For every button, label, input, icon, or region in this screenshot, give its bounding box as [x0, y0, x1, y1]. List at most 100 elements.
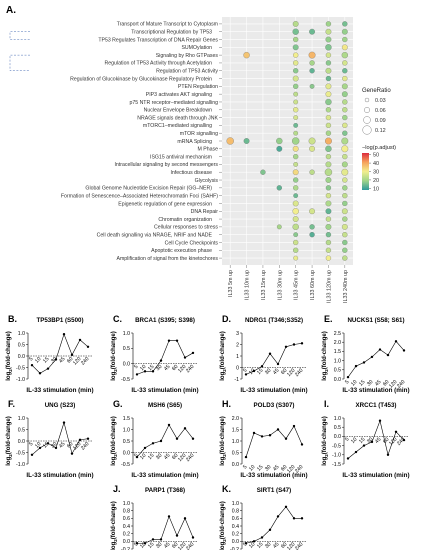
series-line — [31, 333, 89, 374]
y-tick-label: 1.0 — [232, 439, 239, 445]
data-point — [268, 352, 272, 355]
y-tick-label: 1.0 — [18, 416, 25, 422]
dotplot-dot — [243, 138, 250, 144]
x-tick-label: 5 — [242, 541, 248, 547]
dotplot-dot — [309, 169, 315, 175]
y-axis-label-sub: 2 — [222, 454, 227, 457]
dotplot-dot — [341, 168, 349, 176]
dotplot-dot — [293, 130, 299, 136]
y-tick-label: -0.5 — [16, 450, 25, 456]
data-point — [244, 542, 248, 545]
dotplot-dot — [293, 185, 299, 191]
series-line — [245, 425, 303, 458]
pathway-label: Glycolysis — [195, 178, 219, 184]
condition-label: IL33 240m up — [343, 270, 349, 303]
x-tick-label: 45 — [163, 453, 171, 461]
y-axis-label-rest: (fold-change) — [322, 416, 328, 454]
dotplot-dot — [325, 122, 332, 129]
x-tick-label: 5 — [344, 379, 350, 385]
data-point — [38, 446, 42, 450]
data-point — [300, 342, 304, 345]
dotplot-dot — [342, 75, 348, 82]
x-axis-label: IL-33 stimulation (min) — [342, 472, 409, 479]
pathway-label: Cell Cycle Checkpoints — [165, 240, 219, 246]
y-axis-label-sub: 2 — [113, 454, 118, 457]
y-axis-label-rest: (fold-change) — [111, 501, 117, 539]
dotplot-dot — [342, 255, 348, 261]
x-tick-label: 10 — [248, 464, 256, 472]
x-tick-label: 45 — [58, 441, 66, 449]
y-tick-label: -0.5 — [121, 462, 130, 468]
y-axis-label-base: log — [6, 456, 12, 465]
x-tick-label: 120 — [286, 464, 296, 474]
pathway-label: mTORC1–mediated signalling — [143, 123, 212, 129]
x-tick-label: 120 — [72, 441, 82, 451]
dotplot-dot — [342, 153, 348, 160]
series-line — [136, 424, 194, 458]
dotplot-dot — [342, 36, 348, 43]
dotplot-dot — [325, 75, 332, 82]
pathway-label: TP53 Regulates Transcription of DNA Repa… — [98, 37, 218, 43]
x-tick-label: 30 — [366, 436, 374, 444]
series-line — [347, 340, 405, 378]
x-tick-label: 240 — [185, 453, 195, 463]
dotplot-dot — [342, 21, 348, 27]
x-tick-label: 120 — [286, 541, 296, 550]
x-tick-label: 5 — [242, 464, 248, 470]
x-axis-label: IL-33 stimulation (min) — [240, 387, 307, 394]
dotplot-panel: Transport of Mature Transcript to Cytopl… — [9, 17, 396, 303]
data-point — [54, 446, 58, 450]
dotplot-dot — [325, 83, 332, 90]
y-axis-label-sub: 2 — [113, 539, 118, 542]
x-tick-label: 60 — [66, 356, 74, 364]
y-tick-label: -0.5 — [332, 443, 341, 449]
y-axis-label-rest: (fold-change) — [6, 331, 12, 369]
data-point — [244, 455, 248, 459]
dotplot-dot — [325, 247, 332, 253]
x-tick-label: 10 — [139, 364, 147, 372]
x-tick-label: 15 — [256, 541, 264, 549]
pathway-label: PTEN Regulation — [178, 84, 218, 90]
data-point — [46, 442, 50, 445]
x-tick-label: 45 — [374, 379, 382, 387]
pathway-label: SUMOylation — [181, 45, 212, 51]
data-point — [62, 332, 66, 336]
condition-label: IL33 10m up — [245, 270, 251, 300]
line-panel: B. TP53BP1 (S500)1.00.50.0-0.5-1.0log2(fo… — [6, 314, 94, 394]
dotplot-dot — [342, 192, 348, 199]
x-tick-label: 240 — [185, 541, 195, 550]
dotplot-dot — [325, 21, 332, 27]
series-line — [137, 515, 194, 544]
dotplot-dot — [342, 68, 348, 74]
dotplot-dot — [325, 107, 332, 113]
y-axis-label-rest: (fold-change) — [111, 331, 117, 369]
data-point — [151, 442, 155, 445]
panel-label: I. — [324, 399, 329, 409]
x-tick-label: 60 — [280, 464, 288, 472]
y-tick-label: -1.0 — [16, 377, 25, 383]
x-tick-label: 60 — [280, 541, 288, 549]
data-point — [135, 373, 139, 376]
color-legend-label: 20 — [373, 178, 379, 184]
x-tick-label: 10 — [350, 436, 358, 444]
data-point — [346, 375, 350, 379]
data-point — [268, 528, 272, 532]
data-point — [62, 421, 66, 424]
data-point — [159, 439, 163, 443]
x-tick-label: 120 — [72, 356, 82, 366]
y-tick-label: 1.0 — [123, 501, 130, 507]
dotplot-dot — [342, 99, 348, 105]
y-tick-label: 0.0 — [18, 354, 25, 360]
y-tick-label: 0.0 — [232, 539, 239, 545]
dotplot-dot — [325, 145, 332, 152]
x-tick-label: 60 — [382, 436, 390, 444]
x-tick-label: 45 — [374, 436, 382, 444]
x-tick-label: 120 — [388, 436, 398, 446]
data-point — [135, 542, 139, 545]
x-tick-label: 45 — [163, 364, 171, 372]
label-connector — [9, 31, 30, 40]
size-legend-label: 0.06 — [375, 108, 386, 114]
panel-label: F. — [8, 399, 15, 409]
panel-label: G. — [113, 399, 123, 409]
y-axis-label-sub: 2 — [324, 369, 329, 372]
